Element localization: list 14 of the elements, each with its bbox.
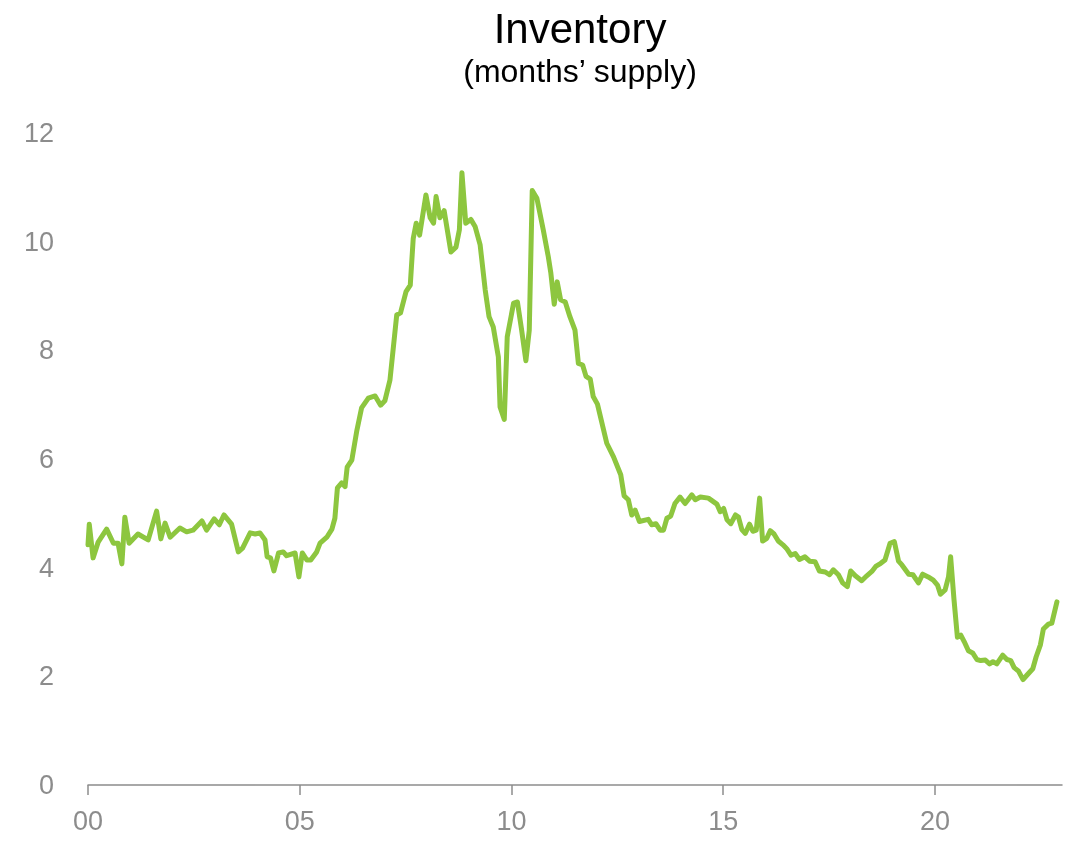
x-tick-label: 20 — [919, 805, 950, 836]
chart-subtitle: (months’ supply) — [463, 53, 697, 89]
x-tick-label: 15 — [708, 805, 739, 836]
y-tick-label: 0 — [38, 770, 54, 800]
y-tick-label: 10 — [23, 226, 54, 257]
x-tick-label: 10 — [496, 805, 527, 836]
x-tick-label: 00 — [72, 805, 104, 836]
x-tick-label: 05 — [284, 805, 315, 836]
y-tick-label: 4 — [38, 552, 54, 583]
y-tick-label: 12 — [23, 118, 54, 148]
chart-title: Inventory — [493, 4, 667, 52]
y-tick-label: 2 — [38, 661, 54, 692]
y-tick-label: 6 — [38, 444, 54, 474]
y-tick-label: 8 — [38, 335, 54, 366]
